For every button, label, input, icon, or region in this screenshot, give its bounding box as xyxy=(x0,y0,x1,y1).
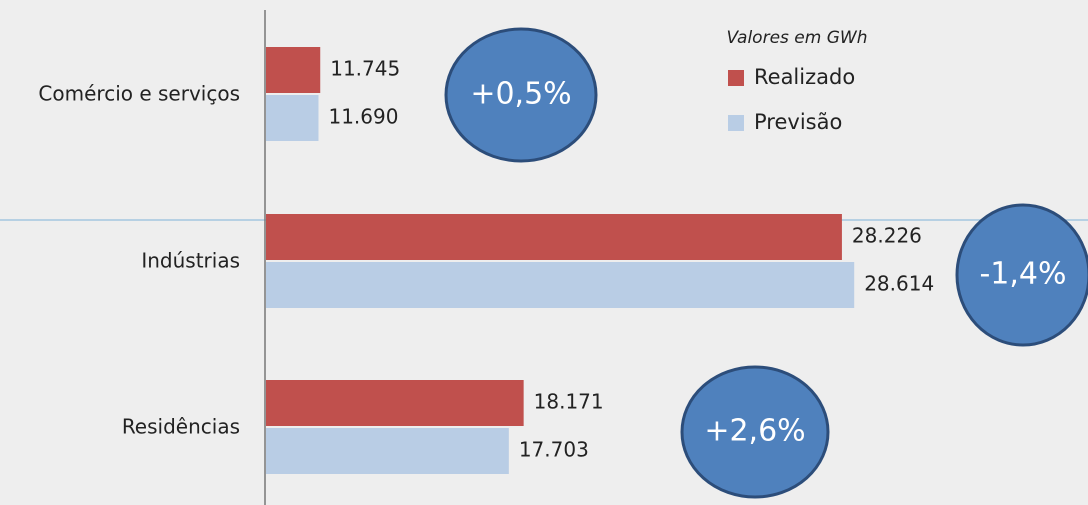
category-label: Residências xyxy=(122,415,240,439)
legend-swatch xyxy=(728,70,744,86)
bar xyxy=(266,95,319,141)
value-label: 11.745 xyxy=(330,57,400,81)
bar xyxy=(266,428,509,474)
bar xyxy=(266,380,524,426)
category-label: Indústrias xyxy=(141,249,240,273)
annotation-bubble xyxy=(680,365,830,499)
annotation-label: +2,6% xyxy=(704,414,805,449)
annotation-label: -1,4% xyxy=(979,257,1066,292)
value-label: 28.614 xyxy=(864,272,934,296)
annotation-label: +0,5% xyxy=(470,77,571,112)
bar xyxy=(266,262,855,308)
annotation-bubble xyxy=(955,203,1088,347)
bar xyxy=(266,214,842,260)
category-label: Comércio e serviços xyxy=(38,82,240,106)
legend-swatch xyxy=(728,115,744,131)
value-label: 18.171 xyxy=(534,390,604,414)
value-label: 17.703 xyxy=(519,438,589,462)
legend-label: Realizado xyxy=(754,65,855,89)
bar xyxy=(266,47,321,93)
value-label: 11.690 xyxy=(328,105,398,129)
value-label: 28.226 xyxy=(852,224,922,248)
legend-title: Valores em GWh xyxy=(727,28,868,48)
legend-label: Previsão xyxy=(754,110,842,134)
annotation-bubble xyxy=(444,27,598,163)
